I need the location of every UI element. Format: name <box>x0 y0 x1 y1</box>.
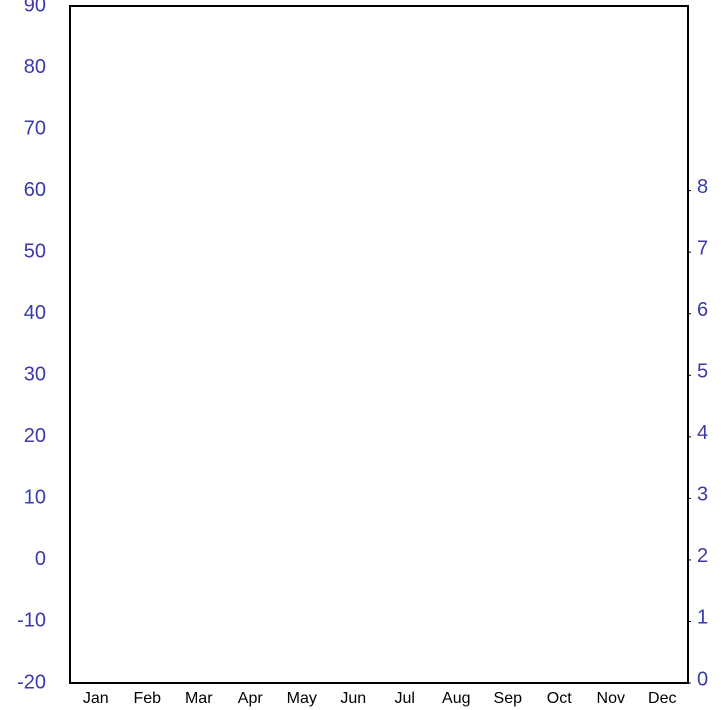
y2-tick-label: 3 <box>697 484 708 506</box>
y-tick-label: 80 <box>24 56 46 78</box>
y2-tick-label: 5 <box>697 361 708 383</box>
x-tick-label: Nov <box>597 690 625 707</box>
x-tick-label: Jun <box>340 690 366 707</box>
plot-frame <box>69 5 689 684</box>
y-tick-label: 40 <box>24 302 46 324</box>
y2-tick-label: 1 <box>697 607 708 629</box>
y2-tick-label: 8 <box>697 176 708 198</box>
y-tick-label: 30 <box>24 364 46 386</box>
x-tick-label: Apr <box>238 690 264 707</box>
y-tick-label: 0 <box>35 548 46 570</box>
x-tick-label: Feb <box>133 690 161 707</box>
x-tick-label: Mar <box>185 690 213 707</box>
y2-tick-label: 4 <box>697 422 708 444</box>
x-tick-label: Jul <box>395 690 415 707</box>
y2-tick-label: 0 <box>697 668 708 690</box>
x-tick-label: May <box>287 690 317 707</box>
x-tick-label: Oct <box>547 690 572 707</box>
y-tick-label: 50 <box>24 240 46 262</box>
x-tick-label: Aug <box>442 690 470 707</box>
x-tick-label: Dec <box>648 690 676 707</box>
x-tick-label: Sep <box>494 690 523 707</box>
y2-tick-label: 2 <box>697 545 708 567</box>
y-tick-label: 70 <box>24 117 46 139</box>
y-tick-label: -20 <box>17 671 46 693</box>
y-tick-label: 10 <box>24 487 46 509</box>
y-tick-label: 20 <box>24 425 46 447</box>
y-tick-label: 90 <box>24 0 46 16</box>
y2-tick-label: 6 <box>697 299 708 321</box>
y-tick-label: 60 <box>24 179 46 201</box>
y2-tick-label: 7 <box>697 237 708 259</box>
y-tick-label: -10 <box>17 610 46 632</box>
x-tick-label: Jan <box>83 690 109 707</box>
